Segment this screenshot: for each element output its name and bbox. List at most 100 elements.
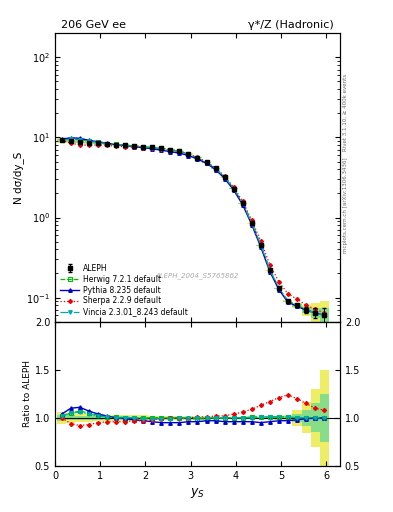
Vincia 2.3.01_8.243 default <box>222 174 227 180</box>
Pythia 8.235 default <box>95 139 100 145</box>
Herwig 7.2.1 default <box>241 200 245 206</box>
Pythia 8.235 default <box>141 144 145 151</box>
Vincia 2.3.01_8.243 default <box>286 298 290 304</box>
Pythia 8.235 default <box>168 148 173 155</box>
Herwig 7.2.1 default <box>313 310 318 316</box>
Text: mcplots.cern.ch [arXiv:1306.3436]: mcplots.cern.ch [arXiv:1306.3436] <box>343 157 348 252</box>
Vincia 2.3.01_8.243 default <box>59 137 64 143</box>
Herwig 7.2.1 default <box>86 138 91 144</box>
Pythia 8.235 default <box>222 176 227 182</box>
Sherpa 2.2.9 default <box>150 145 154 151</box>
Sherpa 2.2.9 default <box>68 140 73 146</box>
Sherpa 2.2.9 default <box>204 159 209 165</box>
Text: 206 GeV ee: 206 GeV ee <box>61 20 126 30</box>
Sherpa 2.2.9 default <box>105 142 109 148</box>
Sherpa 2.2.9 default <box>213 165 218 171</box>
Vincia 2.3.01_8.243 default <box>123 142 127 148</box>
Vincia 2.3.01_8.243 default <box>86 138 91 144</box>
Herwig 7.2.1 default <box>304 307 309 313</box>
X-axis label: $y_S$: $y_S$ <box>190 486 205 500</box>
Text: ALEPH_2004_S5765862: ALEPH_2004_S5765862 <box>156 272 239 279</box>
Herwig 7.2.1 default <box>150 144 154 151</box>
Pythia 8.235 default <box>204 160 209 166</box>
Pythia 8.235 default <box>259 244 263 250</box>
Vincia 2.3.01_8.243 default <box>186 151 191 157</box>
Vincia 2.3.01_8.243 default <box>150 145 154 151</box>
Sherpa 2.2.9 default <box>114 143 118 150</box>
Herwig 7.2.1 default <box>231 185 236 191</box>
Text: γ*/Z (Hadronic): γ*/Z (Hadronic) <box>248 20 334 30</box>
Herwig 7.2.1 default <box>277 285 281 291</box>
Vincia 2.3.01_8.243 default <box>159 146 163 152</box>
Sherpa 2.2.9 default <box>159 146 163 152</box>
Herwig 7.2.1 default <box>114 141 118 147</box>
Herwig 7.2.1 default <box>204 160 209 166</box>
Sherpa 2.2.9 default <box>259 238 263 244</box>
Pythia 8.235 default <box>132 144 136 150</box>
Sherpa 2.2.9 default <box>168 147 173 153</box>
Herwig 7.2.1 default <box>177 148 182 155</box>
Sherpa 2.2.9 default <box>268 262 272 268</box>
Sherpa 2.2.9 default <box>132 144 136 150</box>
Herwig 7.2.1 default <box>295 302 299 308</box>
Herwig 7.2.1 default <box>250 220 254 226</box>
Vincia 2.3.01_8.243 default <box>141 144 145 150</box>
Vincia 2.3.01_8.243 default <box>241 200 245 206</box>
Sherpa 2.2.9 default <box>77 142 82 148</box>
Sherpa 2.2.9 default <box>195 154 200 160</box>
Pythia 8.235 default <box>150 146 154 152</box>
Y-axis label: Ratio to ALEPH: Ratio to ALEPH <box>23 360 32 428</box>
Pythia 8.235 default <box>114 142 118 148</box>
Vincia 2.3.01_8.243 default <box>250 220 254 226</box>
Vincia 2.3.01_8.243 default <box>105 140 109 146</box>
Vincia 2.3.01_8.243 default <box>231 185 236 191</box>
Herwig 7.2.1 default <box>213 166 218 172</box>
Pythia 8.235 default <box>250 222 254 228</box>
Pythia 8.235 default <box>159 147 163 153</box>
Sherpa 2.2.9 default <box>322 310 327 316</box>
Pythia 8.235 default <box>59 136 64 142</box>
Sherpa 2.2.9 default <box>277 279 281 285</box>
Sherpa 2.2.9 default <box>286 291 290 297</box>
Sherpa 2.2.9 default <box>186 151 191 157</box>
Vincia 2.3.01_8.243 default <box>95 139 100 145</box>
Herwig 7.2.1 default <box>222 174 227 180</box>
Vincia 2.3.01_8.243 default <box>259 242 263 248</box>
Herwig 7.2.1 default <box>123 142 127 148</box>
Sherpa 2.2.9 default <box>231 184 236 190</box>
Line: Pythia 8.235 default: Pythia 8.235 default <box>60 136 326 317</box>
Sherpa 2.2.9 default <box>95 142 100 148</box>
Herwig 7.2.1 default <box>95 139 100 145</box>
Sherpa 2.2.9 default <box>313 306 318 312</box>
Pythia 8.235 default <box>231 187 236 193</box>
Vincia 2.3.01_8.243 default <box>304 307 309 313</box>
Herwig 7.2.1 default <box>77 137 82 143</box>
Legend: ALEPH, Herwig 7.2.1 default, Pythia 8.235 default, Sherpa 2.2.9 default, Vincia : ALEPH, Herwig 7.2.1 default, Pythia 8.23… <box>59 262 189 318</box>
Vincia 2.3.01_8.243 default <box>213 165 218 172</box>
Vincia 2.3.01_8.243 default <box>277 285 281 291</box>
Line: Vincia 2.3.01_8.243 default: Vincia 2.3.01_8.243 default <box>60 138 326 317</box>
Herwig 7.2.1 default <box>186 152 191 158</box>
Sherpa 2.2.9 default <box>304 302 309 308</box>
Pythia 8.235 default <box>241 202 245 208</box>
Herwig 7.2.1 default <box>59 137 64 143</box>
Pythia 8.235 default <box>195 156 200 162</box>
Pythia 8.235 default <box>68 135 73 141</box>
Sherpa 2.2.9 default <box>250 217 254 223</box>
Vincia 2.3.01_8.243 default <box>114 142 118 148</box>
Sherpa 2.2.9 default <box>177 148 182 155</box>
Pythia 8.235 default <box>186 153 191 159</box>
Vincia 2.3.01_8.243 default <box>132 143 136 149</box>
Pythia 8.235 default <box>86 137 91 143</box>
Pythia 8.235 default <box>77 135 82 141</box>
Pythia 8.235 default <box>268 268 272 274</box>
Vincia 2.3.01_8.243 default <box>313 310 318 316</box>
Vincia 2.3.01_8.243 default <box>204 159 209 165</box>
Vincia 2.3.01_8.243 default <box>77 137 82 143</box>
Line: Sherpa 2.2.9 default: Sherpa 2.2.9 default <box>61 139 325 314</box>
Sherpa 2.2.9 default <box>123 143 127 150</box>
Herwig 7.2.1 default <box>259 242 263 248</box>
Herwig 7.2.1 default <box>195 155 200 161</box>
Sherpa 2.2.9 default <box>59 137 64 143</box>
Pythia 8.235 default <box>123 142 127 148</box>
